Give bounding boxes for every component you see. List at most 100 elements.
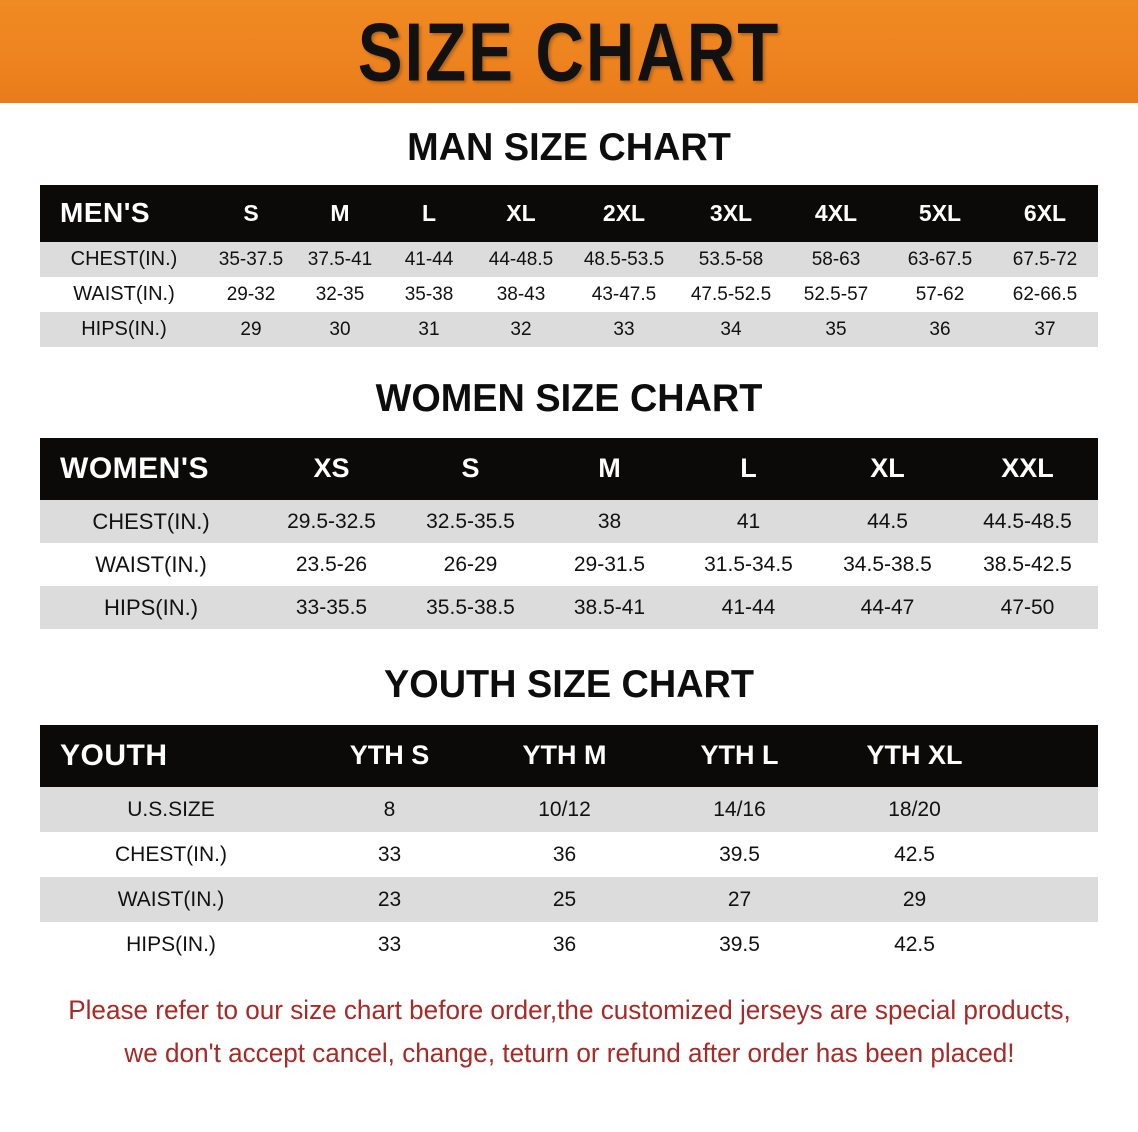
man-size-col-5: 3XL (709, 199, 753, 226)
table-header-row: YOUTH YTH S YTH M YTH L YTH XL (40, 725, 1098, 787)
table-row: CHEST(IN.) 35-37.5 37.5-41 41-44 44-48.5… (40, 242, 1098, 277)
man-cell-1-4: 43-47.5 (591, 283, 657, 305)
youth-size-table: YOUTH YTH S YTH M YTH L YTH XL U.S.SIZE … (40, 725, 1098, 967)
man-cell-0-6: 58-63 (811, 248, 861, 270)
women-cell-1-4: 34.5-38.5 (843, 552, 932, 576)
man-header-label: MEN'S (60, 197, 151, 228)
man-cell-0-4: 48.5-53.5 (583, 248, 665, 270)
youth-cell-3-0: 33 (377, 932, 402, 956)
youth-cell-3-1: 36 (552, 932, 577, 956)
youth-cell-3-3: 42.5 (894, 932, 935, 956)
man-cell-2-1: 30 (329, 318, 351, 340)
man-table-header: MEN'S S M L XL 2XL 3XL 4XL 5XL 6XL (40, 185, 1098, 242)
man-cell-1-7: 57-62 (915, 283, 965, 305)
women-size-table-wrapper: WOMEN'S XS S M L XL XXL CHEST(IN.) 29.5-… (40, 438, 1098, 629)
man-cell-2-3: 32 (510, 318, 532, 340)
man-section-title: MAN SIZE CHART (407, 126, 731, 169)
man-cell-2-6: 35 (825, 318, 847, 340)
women-cell-1-3: 31.5-34.5 (704, 552, 793, 576)
man-row-label-2: HIPS(IN.) (81, 318, 167, 340)
youth-size-table-wrapper: YOUTH YTH S YTH M YTH L YTH XL U.S.SIZE … (40, 725, 1098, 967)
table-row: HIPS(IN.) 33 36 39.5 42.5 (40, 922, 1098, 967)
table-header-row: WOMEN'S XS S M L XL XXL (40, 438, 1098, 500)
man-cell-1-1: 32-35 (315, 283, 365, 305)
table-row: WAIST(IN.) 29-32 32-35 35-38 38-43 43-47… (40, 277, 1098, 312)
youth-table-body: U.S.SIZE 8 10/12 14/16 18/20 CHEST(IN.) … (40, 787, 1098, 967)
women-cell-0-4: 44.5 (867, 509, 908, 533)
youth-header-label: YOUTH (60, 738, 168, 772)
man-cell-2-5: 34 (720, 318, 742, 340)
man-cell-1-6: 52.5-57 (803, 283, 869, 305)
man-cell-0-7: 63-67.5 (907, 248, 973, 270)
women-size-table: WOMEN'S XS S M L XL XXL CHEST(IN.) 29.5-… (40, 438, 1098, 629)
order-policy-note-line-1: Please refer to our size chart before or… (67, 995, 1071, 1025)
women-cell-2-5: 47-50 (1000, 595, 1055, 619)
man-size-col-1: M (330, 199, 350, 226)
man-cell-0-2: 41-44 (404, 248, 454, 270)
youth-section-title: YOUTH SIZE CHART (384, 663, 754, 706)
women-size-col-2: M (598, 453, 621, 483)
man-cell-1-3: 38-43 (496, 283, 546, 305)
youth-cell-0-0: 8 (383, 797, 396, 821)
table-row: U.S.SIZE 8 10/12 14/16 18/20 (40, 787, 1098, 832)
women-size-col-4: XL (870, 453, 905, 483)
page-title: SIZE CHART (357, 5, 781, 98)
women-cell-2-1: 35.5-38.5 (426, 595, 515, 619)
women-cell-1-2: 29-31.5 (573, 552, 646, 576)
youth-cell-2-1: 25 (552, 887, 577, 911)
table-row: WAIST(IN.) 23 25 27 29 (40, 877, 1098, 922)
man-cell-2-2: 31 (418, 318, 440, 340)
youth-cell-2-0: 23 (377, 887, 402, 911)
youth-cell-0-1: 10/12 (538, 797, 591, 821)
table-row: WAIST(IN.) 23.5-26 26-29 29-31.5 31.5-34… (40, 543, 1098, 586)
man-cell-1-0: 29-32 (226, 283, 276, 305)
youth-size-col-2: YTH L (700, 740, 779, 770)
youth-cell-1-2: 39.5 (719, 842, 760, 866)
man-cell-2-0: 29 (240, 318, 262, 340)
youth-cell-1-1: 36 (552, 842, 577, 866)
women-row-label-2: HIPS(IN.) (103, 594, 199, 620)
women-size-col-3: L (740, 453, 757, 483)
women-cell-2-3: 41-44 (721, 595, 776, 619)
youth-cell-1-3: 42.5 (894, 842, 935, 866)
youth-row-label-0: U.S.SIZE (127, 797, 215, 821)
man-cell-1-5: 47.5-52.5 (690, 283, 772, 305)
man-row-label-1: WAIST(IN.) (73, 283, 175, 305)
man-size-col-0: S (243, 199, 259, 226)
youth-cell-1-0: 33 (377, 842, 402, 866)
man-size-col-8: 6XL (1023, 199, 1067, 226)
youth-row-label-3: HIPS(IN.) (126, 932, 216, 956)
youth-cell-2-spacer (1002, 877, 1098, 922)
women-cell-1-0: 23.5-26 (295, 552, 368, 576)
women-cell-2-2: 38.5-41 (573, 595, 646, 619)
women-header-label: WOMEN'S (60, 451, 209, 485)
women-size-col-1: S (461, 453, 480, 483)
women-cell-1-1: 26-29 (443, 552, 498, 576)
women-cell-0-2: 38 (597, 509, 622, 533)
youth-cell-0-2: 14/16 (713, 797, 766, 821)
man-cell-0-5: 53.5-58 (698, 248, 764, 270)
youth-cell-2-2: 27 (727, 887, 752, 911)
women-table-body: CHEST(IN.) 29.5-32.5 32.5-35.5 38 41 44.… (40, 500, 1098, 629)
youth-size-col-1: YTH M (522, 740, 607, 770)
man-cell-1-8: 62-66.5 (1012, 283, 1078, 305)
man-size-col-7: 5XL (918, 199, 962, 226)
women-cell-1-5: 38.5-42.5 (983, 552, 1072, 576)
youth-cell-3-spacer (1002, 922, 1098, 967)
order-policy-note: Please refer to our size chart before or… (40, 989, 1099, 1075)
man-cell-0-3: 44-48.5 (488, 248, 554, 270)
women-cell-0-5: 44.5-48.5 (983, 509, 1072, 533)
man-row-label-0: CHEST(IN.) (70, 248, 178, 270)
youth-header-spacer (1002, 725, 1098, 787)
order-policy-note-line-2: we don't accept cancel, change, teturn o… (123, 1037, 1015, 1068)
man-size-col-3: XL (506, 199, 536, 226)
youth-cell-2-3: 29 (902, 887, 927, 911)
youth-row-label-2: WAIST(IN.) (117, 887, 225, 911)
man-size-col-6: 4XL (814, 199, 858, 226)
youth-cell-1-spacer (1002, 832, 1098, 877)
women-cell-2-4: 44-47 (860, 595, 915, 619)
table-header-row: MEN'S S M L XL 2XL 3XL 4XL 5XL 6XL (40, 185, 1098, 242)
table-row: HIPS(IN.) 33-35.5 35.5-38.5 38.5-41 41-4… (40, 586, 1098, 629)
table-row: CHEST(IN.) 29.5-32.5 32.5-35.5 38 41 44.… (40, 500, 1098, 543)
women-cell-0-1: 32.5-35.5 (426, 509, 515, 533)
